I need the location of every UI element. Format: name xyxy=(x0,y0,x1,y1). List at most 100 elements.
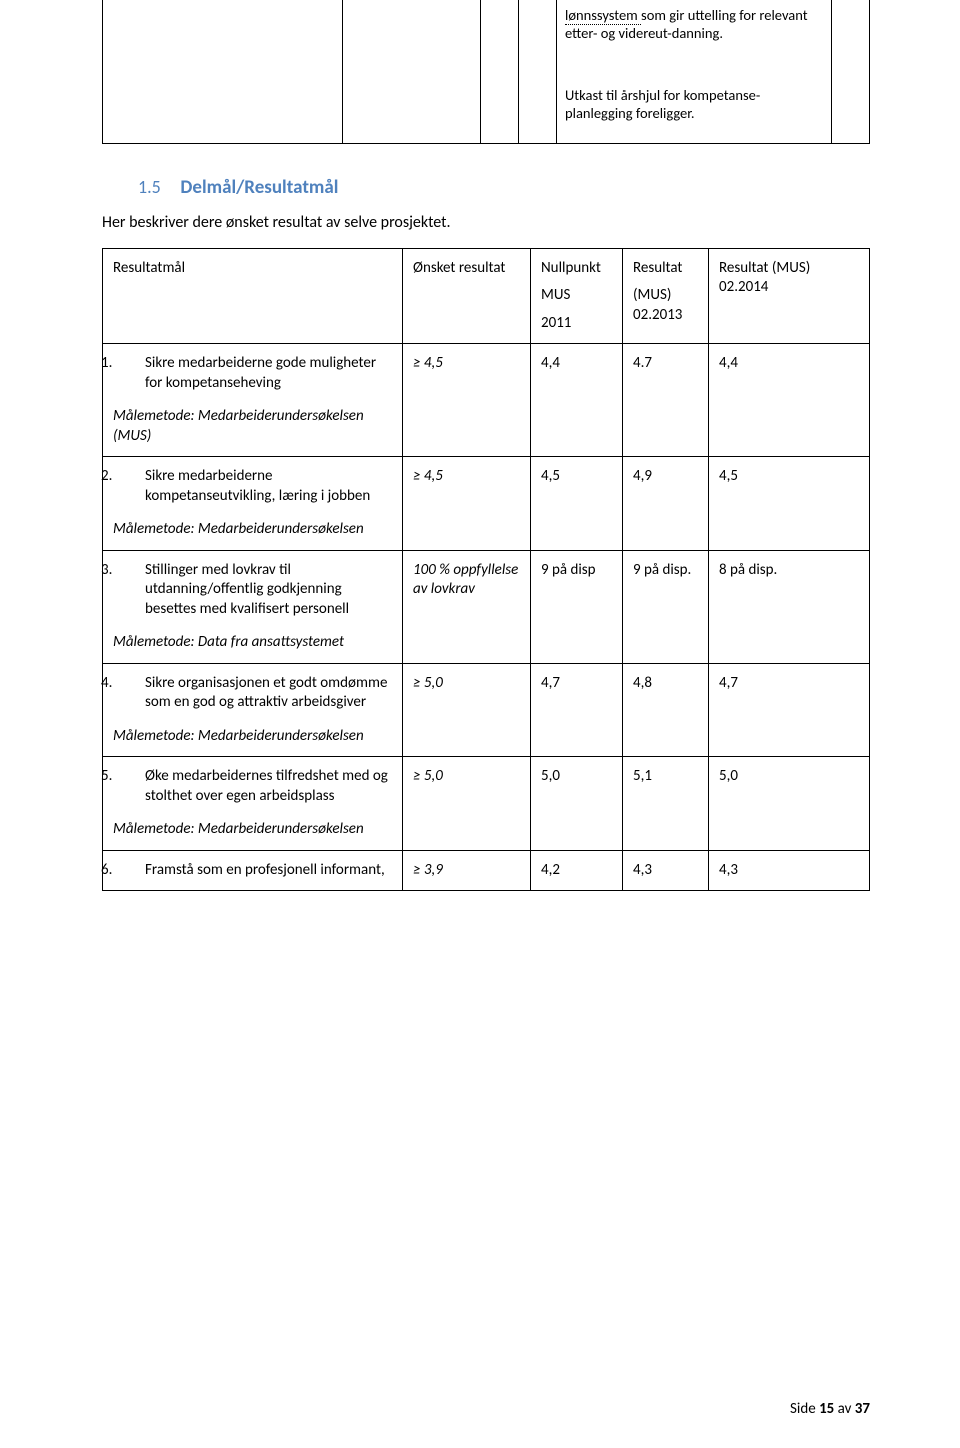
results-table: Resultatmål Ønsket resultat Nullpunkt MU… xyxy=(102,248,870,892)
table-header-row: Resultatmål Ønsket resultat Nullpunkt MU… xyxy=(103,248,870,344)
table-row: 2.Sikre medarbeiderne kompetanseutviklin… xyxy=(103,457,870,551)
row-val-a: 100 % oppfyllelse av lovkrav xyxy=(413,561,518,599)
row-method: Målemetode: Medarbeiderundersøkelsen xyxy=(113,520,392,540)
row-text: Sikre medarbeiderne kompetanseutvikling,… xyxy=(145,467,370,505)
footer-page-current: 15 xyxy=(819,1400,834,1418)
row-col-c: 4,3 xyxy=(623,850,709,891)
table-row: 5.Øke medarbeidernes tilfredshet med og … xyxy=(103,757,870,851)
row-col-a: ≥ 4,5 xyxy=(403,457,531,551)
row-col-b: 9 på disp xyxy=(531,550,623,663)
row-num: 4. xyxy=(123,674,145,694)
row-col-d: 4,4 xyxy=(709,344,870,457)
spacer xyxy=(565,42,823,86)
row-col-a: ≥ 5,0 xyxy=(403,663,531,757)
row-col-b: 4,5 xyxy=(531,457,623,551)
row-item: 1.Sikre medarbeiderne gode muligheter fo… xyxy=(113,354,392,393)
row-col-a: 100 % oppfyllelse av lovkrav xyxy=(403,550,531,663)
row-col-b: 4,4 xyxy=(531,344,623,457)
row-col-b: 4,7 xyxy=(531,663,623,757)
table-row: 4.Sikre organisasjonen et godt omdømme s… xyxy=(103,663,870,757)
row-col-d: 4,5 xyxy=(709,457,870,551)
header-r2013-a: Resultat xyxy=(633,259,698,279)
row-col-c: 4,9 xyxy=(623,457,709,551)
row-text: Sikre medarbeiderne gode muligheter for … xyxy=(145,354,376,392)
header-nullpunkt-b: MUS xyxy=(541,286,612,306)
header-onsket-text: Ønsket resultat xyxy=(413,259,520,279)
top-cell-4 xyxy=(519,0,557,143)
top-cell-6 xyxy=(832,0,870,143)
row-item: 6.Framstå som en profesjonell informant, xyxy=(113,861,392,881)
row-col-c: 4.7 xyxy=(623,344,709,457)
intro-paragraph: Her beskriver dere ønsket resultat av se… xyxy=(102,213,870,232)
spacer xyxy=(541,278,612,286)
row-col-a: ≥ 4,5 xyxy=(403,344,531,457)
row-num: 2. xyxy=(123,467,145,487)
row-num: 6. xyxy=(123,861,145,881)
row-col-d: 8 på disp. xyxy=(709,550,870,663)
top-cell-3 xyxy=(481,0,519,143)
row-desc: 5.Øke medarbeidernes tilfredshet med og … xyxy=(103,757,403,851)
header-resultat-2014: Resultat (MUS) 02.2014 xyxy=(709,248,870,344)
row-item: 4.Sikre organisasjonen et godt omdømme s… xyxy=(113,674,392,713)
footer-suffix: av xyxy=(834,1400,855,1418)
row-desc: 6.Framstå som en profesjonell informant, xyxy=(103,850,403,891)
row-col-d: 4,7 xyxy=(709,663,870,757)
row-text: Sikre organisasjonen et godt omdømme som… xyxy=(145,674,387,712)
row-method: Målemetode: Data fra ansattsystemet xyxy=(113,633,392,653)
row-val-a: ≥ 5,0 xyxy=(413,767,443,785)
row-num: 5. xyxy=(123,767,145,787)
row-desc: 4.Sikre organisasjonen et godt omdømme s… xyxy=(103,663,403,757)
spacer xyxy=(541,306,612,314)
row-desc: 1.Sikre medarbeiderne gode muligheter fo… xyxy=(103,344,403,457)
top-cell5-underlined: lønnssystem xyxy=(565,6,641,25)
row-val-a: ≥ 4,5 xyxy=(413,467,443,485)
row-col-c: 5,1 xyxy=(623,757,709,851)
header-r2014-a: Resultat (MUS) 02.2014 xyxy=(719,259,859,298)
row-col-d: 5,0 xyxy=(709,757,870,851)
header-nullpunkt-c: 2011 xyxy=(541,314,612,334)
header-r2013-b: (MUS) 02.2013 xyxy=(633,286,698,325)
row-val-a: ≥ 3,9 xyxy=(413,861,443,879)
table-row: 1.Sikre medarbeiderne gode muligheter fo… xyxy=(103,344,870,457)
row-method: Målemetode: Medarbeiderundersøkelsen xyxy=(113,727,392,747)
spacer xyxy=(565,123,823,137)
row-item: 2.Sikre medarbeiderne kompetanseutviklin… xyxy=(113,467,392,506)
row-col-c: 9 på disp. xyxy=(623,550,709,663)
row-item: 5.Øke medarbeidernes tilfredshet med og … xyxy=(113,767,392,806)
table-row: lønnssystem som gir uttelling for releva… xyxy=(103,0,870,143)
top-cell5-para2: Utkast til årshjul for kompetanse-planle… xyxy=(565,86,823,122)
row-col-d: 4,3 xyxy=(709,850,870,891)
row-desc: 3.Stillinger med lovkrav til utdanning/o… xyxy=(103,550,403,663)
section-title: Delmål/Resultatmål xyxy=(180,176,338,199)
row-method: Målemetode: Medarbeiderundersøkelsen xyxy=(113,820,392,840)
top-continuation-table: lønnssystem som gir uttelling for releva… xyxy=(102,0,870,144)
document-page: lønnssystem som gir uttelling for releva… xyxy=(0,0,960,1448)
top-cell-5: lønnssystem som gir uttelling for releva… xyxy=(557,0,832,143)
row-num: 1. xyxy=(123,354,145,374)
row-val-a: ≥ 4,5 xyxy=(413,354,443,372)
table-row: 3.Stillinger med lovkrav til utdanning/o… xyxy=(103,550,870,663)
top-cell-2 xyxy=(343,0,481,143)
row-col-a: ≥ 5,0 xyxy=(403,757,531,851)
page-footer: Side 15 av 37 xyxy=(790,1400,870,1418)
section-number: 1.5 xyxy=(138,176,161,198)
header-nullpunkt-a: Nullpunkt xyxy=(541,259,612,279)
row-col-a: ≥ 3,9 xyxy=(403,850,531,891)
header-resultatmal: Resultatmål xyxy=(103,248,403,344)
header-resultat-2013: Resultat (MUS) 02.2013 xyxy=(623,248,709,344)
section-heading: 1.5 Delmål/Resultatmål xyxy=(138,176,870,199)
header-nullpunkt: Nullpunkt MUS 2011 xyxy=(531,248,623,344)
footer-prefix: Side xyxy=(790,1400,819,1418)
row-col-b: 5,0 xyxy=(531,757,623,851)
row-text: Framstå som en profesjonell informant, xyxy=(145,861,385,879)
header-onsket: Ønsket resultat xyxy=(403,248,531,344)
footer-page-total: 37 xyxy=(855,1400,870,1418)
row-num: 3. xyxy=(123,561,145,581)
row-method: Målemetode: Medarbeiderundersøkelsen (MU… xyxy=(113,407,392,446)
top-cell-1 xyxy=(103,0,343,143)
row-col-c: 4,8 xyxy=(623,663,709,757)
row-val-a: ≥ 5,0 xyxy=(413,674,443,692)
spacer xyxy=(633,278,698,286)
row-col-b: 4,2 xyxy=(531,850,623,891)
row-item: 3.Stillinger med lovkrav til utdanning/o… xyxy=(113,561,392,620)
